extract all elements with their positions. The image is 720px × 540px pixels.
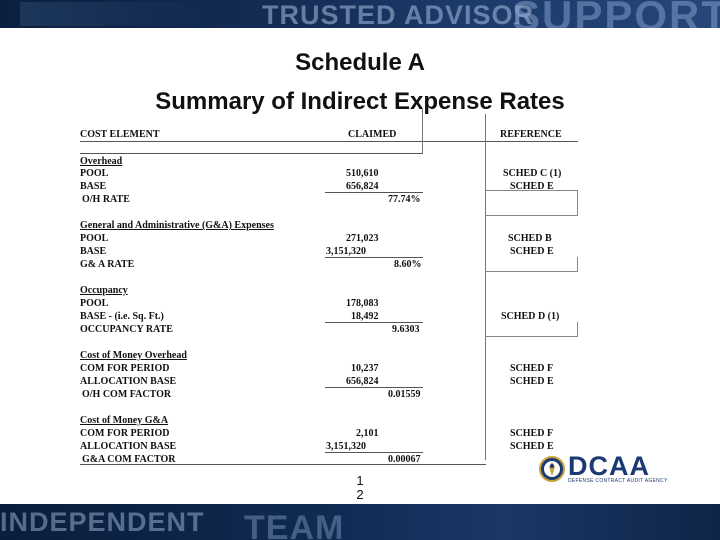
slide-subtitle: Summary of Indirect Expense Rates [155, 88, 565, 115]
row-amount: 510,610 [346, 168, 379, 179]
row-reference: SCHED E [510, 376, 554, 387]
column-divider [422, 108, 423, 154]
page-number: 1 2 [350, 474, 370, 502]
row-label: ALLOCATION BASE [80, 441, 177, 452]
row-label: POOL [80, 233, 109, 244]
row-label: BASE - (i.e. Sq. Ft.) [80, 311, 164, 322]
header-rule [80, 141, 578, 142]
row-reference: SCHED C (1) [503, 168, 562, 179]
row-reference: SCHED B [508, 233, 552, 244]
row-reference: SCHED E [510, 246, 554, 257]
header-reference: REFERENCE [500, 129, 562, 140]
bottom-banner: INDEPENDENT TEAM [0, 504, 720, 540]
section-title-occupancy: Occupancy [80, 285, 128, 296]
slide-title: Schedule A [295, 49, 425, 76]
reference-box [485, 190, 578, 216]
banner-independent-text: INDEPENDENT [0, 507, 205, 537]
subtotal-rule [325, 192, 423, 193]
dcaa-seal-icon [539, 456, 565, 482]
rate-label: O/H COM FACTOR [82, 389, 172, 400]
reference-box [485, 322, 578, 337]
section-title-ga: General and Administrative (G&A) Expense… [80, 220, 274, 231]
row-label: ALLOCATION BASE [80, 376, 177, 387]
rate-value: 0.00067 [388, 454, 421, 465]
logo-text: DCAA [568, 451, 650, 481]
section-title-com-overhead: Cost of Money Overhead [80, 350, 187, 361]
row-label: POOL [80, 168, 109, 179]
table-bottom-rule [80, 464, 486, 465]
row-amount: 10,237 [351, 363, 379, 374]
rate-value: 0.01559 [388, 389, 421, 400]
rate-value: 9.6303 [392, 324, 420, 335]
dcaa-logo: DCAA DEFENSE CONTRACT AUDIT AGENCY [538, 451, 678, 489]
row-amount: 2,101 [356, 428, 379, 439]
rate-label: G& A RATE [80, 259, 135, 270]
subtotal-rule [325, 257, 423, 258]
rate-label: G&A COM FACTOR [82, 454, 176, 465]
row-reference: SCHED F [510, 363, 554, 374]
row-reference: SCHED F [510, 428, 554, 439]
row-label: BASE [80, 181, 107, 192]
header-claimed: CLAIMED [348, 129, 397, 140]
subtotal-rule [325, 387, 423, 388]
row-reference: SCHED E [510, 181, 554, 192]
top-banner: TRUSTED ADVISOR SUPPORTIV [0, 0, 720, 28]
section-title-overhead: Overhead [80, 156, 123, 167]
row-amount: 3,151,320 [326, 441, 366, 452]
rate-value: 8.60% [394, 259, 422, 270]
page-number-line2: 2 [356, 487, 364, 502]
banner-graphic [20, 2, 220, 26]
page-number-line1: 1 [356, 473, 364, 488]
row-amount: 3,151,320 [326, 246, 366, 257]
rate-label: O/H RATE [82, 194, 130, 205]
row-reference: SCHED D (1) [501, 311, 560, 322]
row-amount: 178,083 [346, 298, 379, 309]
subtotal-rule [325, 452, 423, 453]
header-rule-2 [80, 153, 422, 154]
row-label: COM FOR PERIOD [80, 428, 170, 439]
row-amount: 18,492 [351, 311, 379, 322]
subtotal-rule [325, 322, 423, 323]
row-reference: SCHED E [510, 441, 554, 452]
rate-value: 77.74% [388, 194, 421, 205]
row-amount: 656,824 [346, 181, 379, 192]
rate-label: OCCUPANCY RATE [80, 324, 173, 335]
section-title-com-ga: Cost of Money G&A [80, 415, 169, 426]
row-label: COM FOR PERIOD [80, 363, 170, 374]
banner-supportive-text: SUPPORTIV [512, 0, 720, 28]
banner-team-text: TEAM [244, 509, 345, 540]
row-amount: 271,023 [346, 233, 379, 244]
logo-subtitle: DEFENSE CONTRACT AUDIT AGENCY [568, 478, 668, 484]
reference-box [485, 257, 578, 272]
row-label: POOL [80, 298, 109, 309]
reference-column-divider [485, 114, 486, 460]
row-amount: 656,824 [346, 376, 379, 387]
schedule-table: COST ELEMENT CLAIMED REFERENCE Overhead … [80, 108, 580, 466]
header-cost-element: COST ELEMENT [80, 129, 160, 140]
row-label: BASE [80, 246, 107, 257]
banner-trusted-advisor-text: TRUSTED ADVISOR [262, 0, 535, 28]
